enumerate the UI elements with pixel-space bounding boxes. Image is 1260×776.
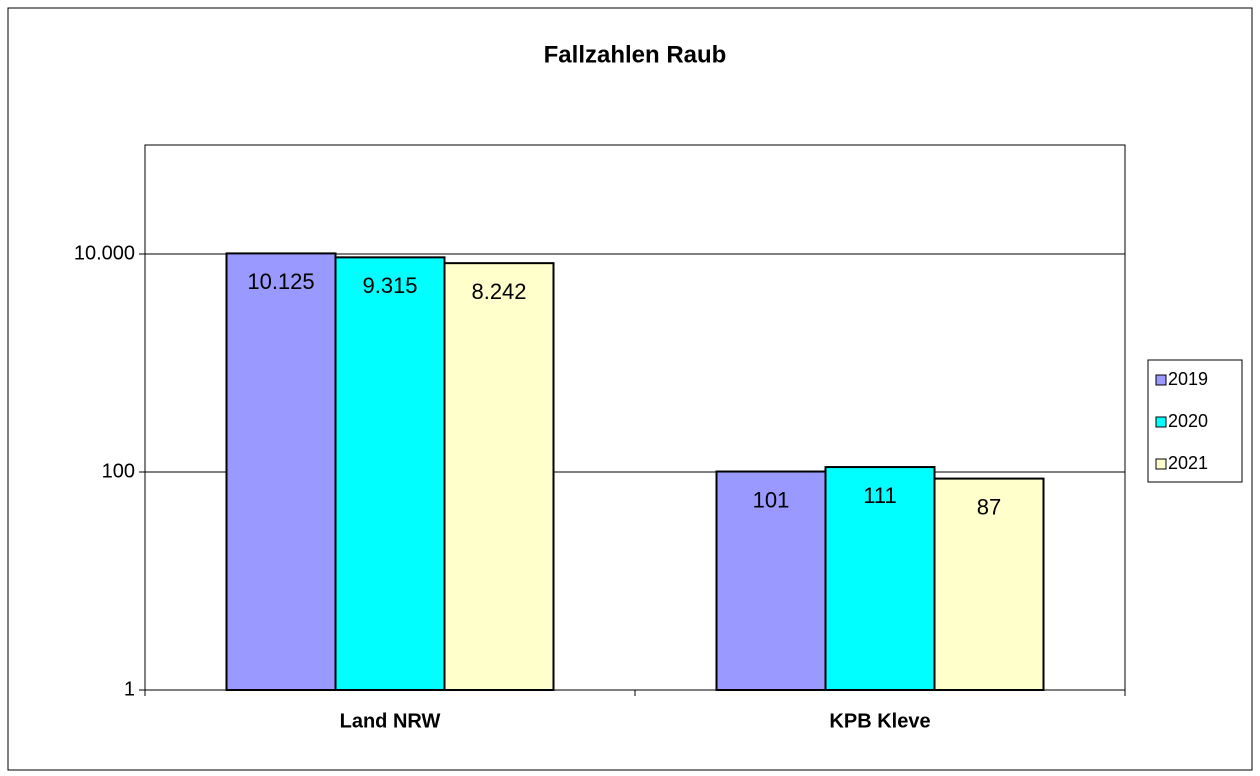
y-tick-label: 10.000: [74, 242, 135, 264]
data-label: 8.242: [471, 279, 526, 304]
x-tick-label: KPB Kleve: [829, 710, 930, 732]
bar: [225, 252, 337, 691]
x-tick-label: Land NRW: [340, 710, 441, 732]
legend-label: 2021: [1168, 453, 1208, 473]
data-label: 9.315: [362, 273, 417, 298]
legend-label: 2020: [1168, 411, 1208, 431]
y-tick-label: 100: [102, 460, 135, 482]
legend-swatch: [1155, 458, 1167, 470]
legend-label: 2019: [1168, 369, 1208, 389]
bar: [715, 470, 827, 691]
data-label: 101: [753, 487, 790, 512]
bar: [334, 256, 446, 691]
data-label: 10.125: [247, 269, 314, 294]
chart-title: Fallzahlen Raub: [544, 41, 727, 68]
bar: [443, 262, 555, 691]
data-label: 111: [863, 483, 896, 508]
bar: [824, 466, 936, 691]
data-label: 87: [977, 494, 1001, 519]
bar: [933, 477, 1045, 691]
legend-swatch: [1155, 416, 1167, 428]
y-tick-label: 1: [124, 678, 135, 700]
legend-swatch: [1155, 374, 1167, 386]
